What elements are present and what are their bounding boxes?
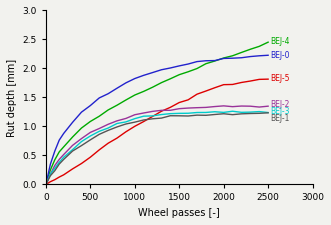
Text: BEJ-5: BEJ-5 — [270, 74, 289, 83]
Text: BEJ-1: BEJ-1 — [270, 115, 289, 124]
Y-axis label: Rut depth [mm]: Rut depth [mm] — [7, 58, 17, 137]
Text: BEJ-0: BEJ-0 — [270, 51, 289, 60]
Text: BEJ-3: BEJ-3 — [270, 107, 289, 116]
Text: BEJ-2: BEJ-2 — [270, 101, 289, 110]
Text: BEJ-4: BEJ-4 — [270, 37, 289, 46]
X-axis label: Wheel passes [-]: Wheel passes [-] — [138, 208, 220, 218]
